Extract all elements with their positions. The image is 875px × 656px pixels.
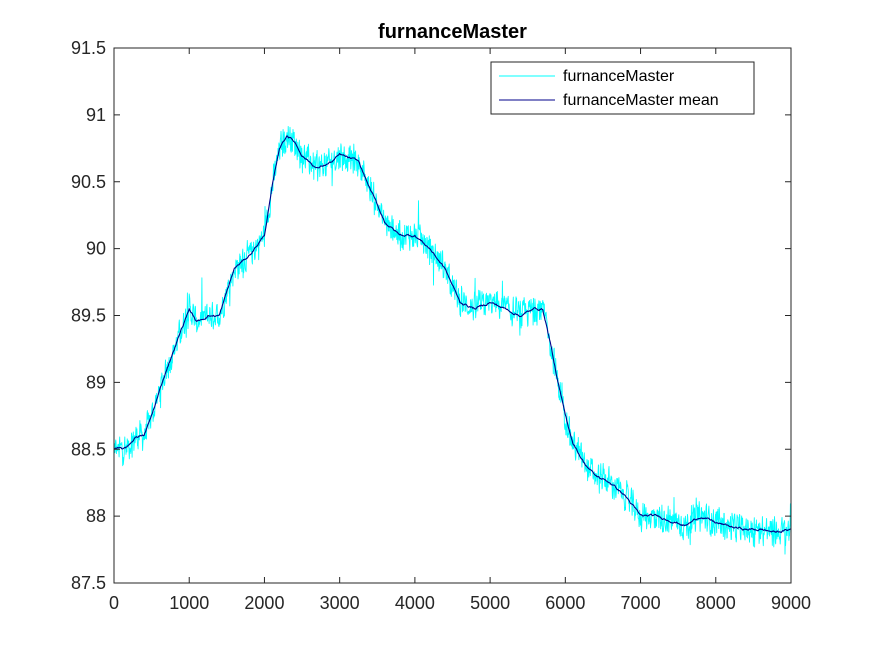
y-tick-label: 87.5 [71,573,106,593]
x-tick-label: 7000 [621,593,661,613]
legend-box [490,61,755,115]
x-tick-label: 3000 [320,593,360,613]
x-axis: 0 1000 2000 3000 4000 5000 6000 7000 8000 9000 [109,48,811,613]
x-tick-label: 6000 [545,593,585,613]
x-tick-label: 0 [109,593,119,613]
x-tick-label: 8000 [696,593,736,613]
x-tick-label: 5000 [470,593,510,613]
series-layer [114,125,791,555]
legend-label-furnancemaster-mean: furnanceMaster mean [563,92,719,109]
y-tick-label: 89.5 [71,306,106,326]
chart-title: furnanceMaster [378,21,527,43]
x-tick-label: 4000 [395,593,435,613]
y-tick-label: 91.5 [71,38,106,58]
x-tick-label: 1000 [169,593,209,613]
y-axis: 87.5 88 88.5 89 89.5 90 90.5 91 91.5 [71,38,791,593]
x-tick-label: 9000 [771,593,811,613]
y-tick-label: 91 [86,105,106,125]
y-tick-label: 88.5 [71,439,106,459]
y-tick-label: 88 [86,506,106,526]
plot-area [114,48,791,583]
series-line-furnancemaster [114,125,791,555]
x-tick-label: 2000 [244,593,284,613]
series-line-furnancemaster-mean [114,135,791,534]
legend: furnanceMaster furnanceMaster mean [490,61,755,115]
legend-label-furnancemaster: furnanceMaster [563,68,675,85]
y-tick-label: 90 [86,239,106,259]
y-tick-label: 89 [86,372,106,392]
y-tick-label: 90.5 [71,172,106,192]
